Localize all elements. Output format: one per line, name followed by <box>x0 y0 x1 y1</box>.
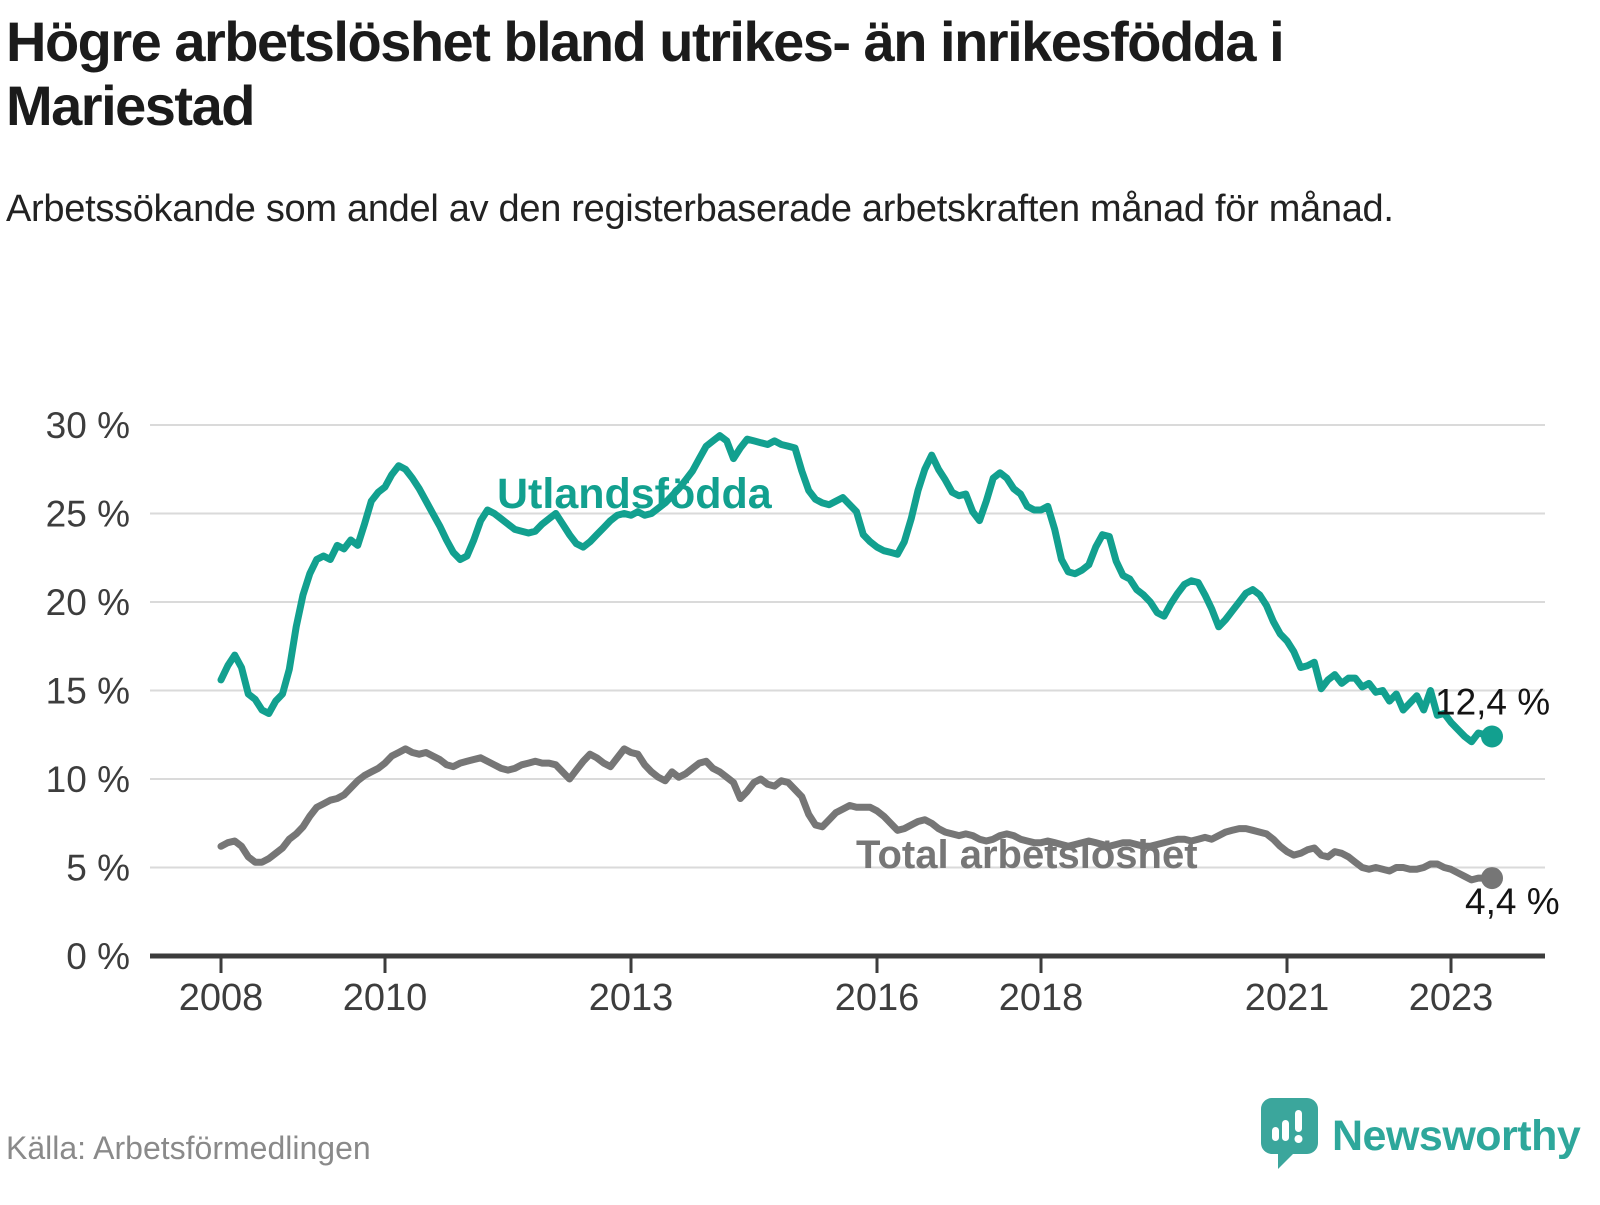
logo-exclamation-bar-icon <box>1295 1110 1302 1132</box>
logo-bar-tall-icon <box>1282 1120 1289 1141</box>
x-axis-label-2008: 2008 <box>179 977 264 1019</box>
y-axis-label-0: 0 % <box>66 936 130 977</box>
series-line-total-arbetsl-shet <box>217 745 1496 884</box>
y-axis-label-10: 10 % <box>46 759 130 800</box>
source-attribution: Källa: Arbetsförmedlingen <box>6 1130 371 1166</box>
series-line-utlandsf-dda <box>217 432 1496 746</box>
chart-subtitle: Arbetssökande som andel av den registerb… <box>6 188 1394 230</box>
logo-bar-short-icon <box>1272 1127 1279 1141</box>
newsworthy-brand: Newsworthy <box>1261 1098 1581 1170</box>
x-axis-label-2016: 2016 <box>835 977 920 1019</box>
x-axis-label-2010: 2010 <box>343 977 428 1019</box>
x-axis-label-2021: 2021 <box>1245 977 1330 1019</box>
brand-name: Newsworthy <box>1332 1112 1581 1160</box>
series-end-dot-utlandsf-dda <box>1481 725 1503 748</box>
y-axis-label-5: 5 % <box>66 848 130 889</box>
logo-exclamation-dot-icon <box>1294 1135 1303 1143</box>
x-axis-label-2013: 2013 <box>589 977 674 1019</box>
x-axis-label-2018: 2018 <box>999 977 1084 1019</box>
end-value-label-utlandsf-dda: 12,4 % <box>1435 682 1550 723</box>
y-axis-label-30: 30 % <box>46 405 130 446</box>
x-axis-label-2023: 2023 <box>1409 977 1494 1019</box>
y-axis-label-20: 20 % <box>46 582 130 623</box>
y-axis-label-25: 25 % <box>46 494 130 535</box>
series-end-dot-total-arbetsl-shet <box>1481 867 1503 890</box>
y-axis-label-15: 15 % <box>46 671 130 712</box>
newsworthy-logo-icon <box>1261 1098 1318 1169</box>
logo-bubble-shape <box>1261 1098 1318 1169</box>
end-value-label-total-arbetsl-shet: 4,4 % <box>1465 881 1560 922</box>
page-title: Högre arbetslöshet bland utrikes- än inr… <box>6 10 1285 138</box>
series-label-utlandsf-dda: Utlandsfödda <box>497 470 773 518</box>
series-label-total-arbetsl-shet: Total arbetslöshet <box>856 833 1198 877</box>
